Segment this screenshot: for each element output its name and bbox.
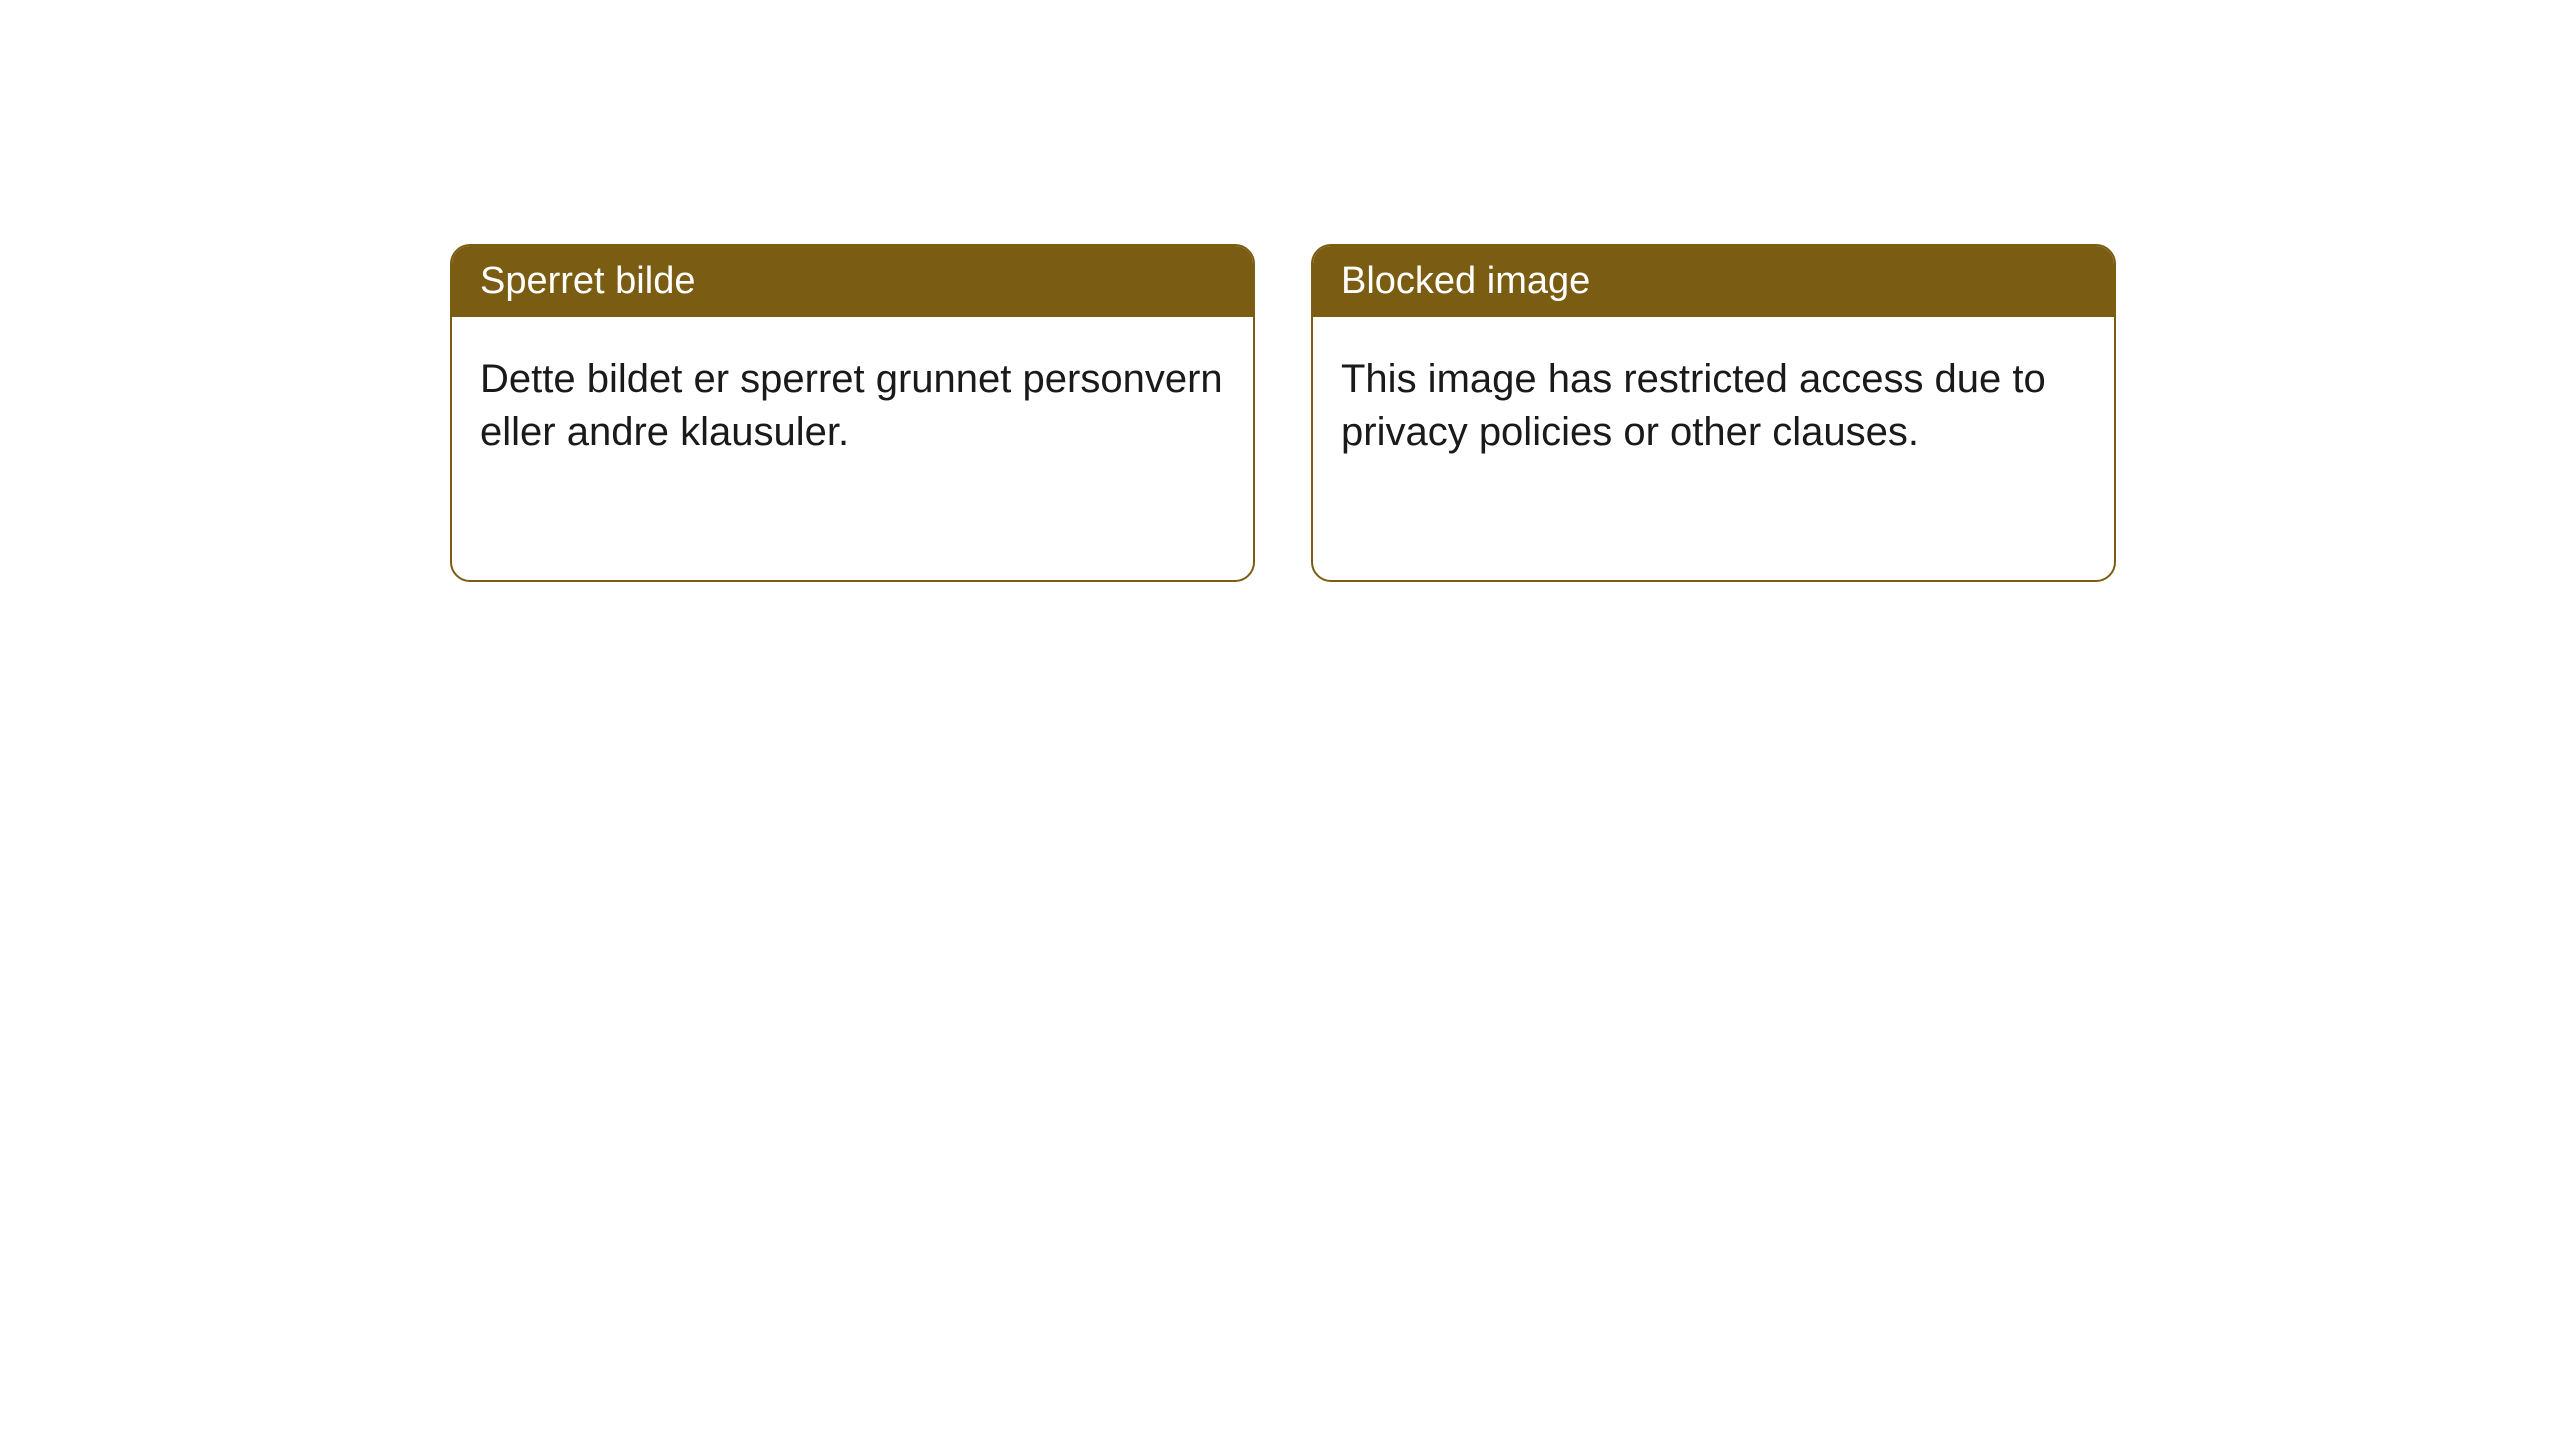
notice-card-english: Blocked image This image has restricted … (1311, 244, 2116, 582)
notice-title: Blocked image (1341, 260, 1590, 302)
notice-body-english: This image has restricted access due to … (1313, 317, 2114, 495)
notice-title: Sperret bilde (480, 260, 695, 302)
notice-container: Sperret bilde Dette bildet er sperret gr… (450, 244, 2116, 582)
notice-body-norwegian: Dette bildet er sperret grunnet personve… (452, 317, 1253, 495)
notice-card-norwegian: Sperret bilde Dette bildet er sperret gr… (450, 244, 1255, 582)
notice-text: Dette bildet er sperret grunnet personve… (480, 357, 1223, 454)
notice-text: This image has restricted access due to … (1341, 357, 2046, 454)
notice-header-norwegian: Sperret bilde (452, 246, 1253, 317)
notice-header-english: Blocked image (1313, 246, 2114, 317)
